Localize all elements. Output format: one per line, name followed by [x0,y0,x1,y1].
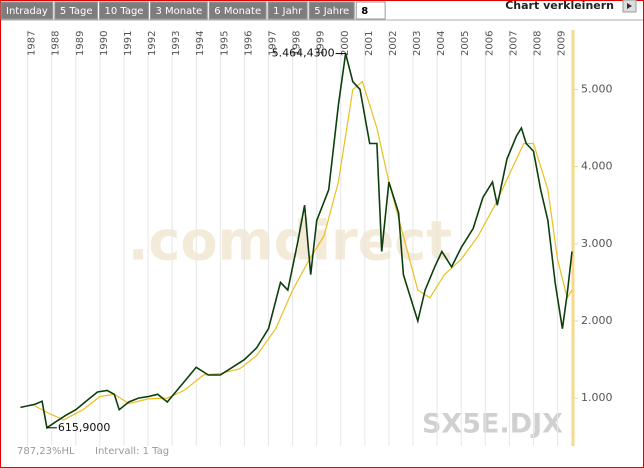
tab[interactable]: 10 Tage [98,1,149,20]
tab-bg [308,1,355,20]
x-tick-label: 1994 [195,31,206,56]
tab[interactable]: 5 Tage [54,1,98,20]
footer-range: 787,23%HL [17,446,75,457]
x-tick-label: 1997 [268,31,279,56]
series-line [20,53,573,430]
x-tick-label: 2002 [388,31,399,56]
x-tick-label: 2008 [532,31,543,56]
tab-label: 5 Jahre [314,6,349,17]
x-tick-label: 2006 [484,31,495,56]
shrink-arrow [627,3,632,9]
y-tick-label: 4.000 [581,160,613,173]
tab-bg [0,1,54,20]
x-tick-label: 2001 [364,31,375,56]
symbol-watermark: SX5E.DJX [422,409,563,440]
x-tick-label: 2000 [340,31,351,56]
tab-bg [54,1,98,20]
annotation-label: 615,9000 [58,421,110,434]
tab-label: Intraday [6,6,48,17]
x-tick-label: 1998 [292,31,303,56]
tab[interactable]: 8 [355,1,386,20]
tab[interactable]: 1 Jahr [267,1,308,20]
tab[interactable]: 3 Monate [149,1,208,20]
tab-bg [149,1,208,20]
x-tick-label: 1987 [27,31,38,56]
x-tick-label: 2003 [412,31,423,56]
tab-label: 8 [361,6,368,17]
tab-label: 3 Monate [155,6,202,17]
y-tick-label: 5.000 [581,82,613,95]
x-tick-label: 1990 [99,31,110,56]
tab[interactable]: Intraday [0,1,54,20]
tab-label: 1 Jahr [273,6,303,17]
x-tick-label: 1999 [316,31,327,56]
tab-bg [267,1,308,20]
y-tick-label: 2.000 [581,314,613,327]
tab[interactable]: 5 Jahre [308,1,355,20]
tab-bg [355,1,386,20]
tab-label: 5 Tage [60,6,93,17]
annotation-label: 5.464,4300 [272,47,335,60]
x-tick-label: 2007 [508,31,519,56]
footer-interval: Intervall: 1 Tag [95,446,169,457]
x-tick-label: 2005 [460,31,471,56]
x-tick-label: 2004 [436,31,447,56]
y-tick-label: 1.000 [581,391,613,404]
y-tick-label: 3.000 [581,237,613,250]
x-tick-label: 1996 [243,31,254,56]
x-tick-label: 2009 [557,31,568,56]
tab-bg [98,1,149,20]
x-tick-label: 1991 [123,31,134,56]
tab-label: 10 Tage [104,6,143,17]
series-line [34,80,573,421]
x-tick-label: 1995 [219,31,230,56]
watermark: .comdirect [128,210,452,273]
tab-bg [208,1,267,20]
x-tick-label: 1992 [147,31,158,56]
x-tick-label: 1989 [75,31,86,56]
tab-label: 6 Monate [214,6,261,17]
x-tick-label: 1993 [171,31,182,56]
shrink-button[interactable]: Chart verkleinern [505,0,614,12]
x-tick-label: 1988 [51,31,62,56]
tab[interactable]: 6 Monate [208,1,267,20]
